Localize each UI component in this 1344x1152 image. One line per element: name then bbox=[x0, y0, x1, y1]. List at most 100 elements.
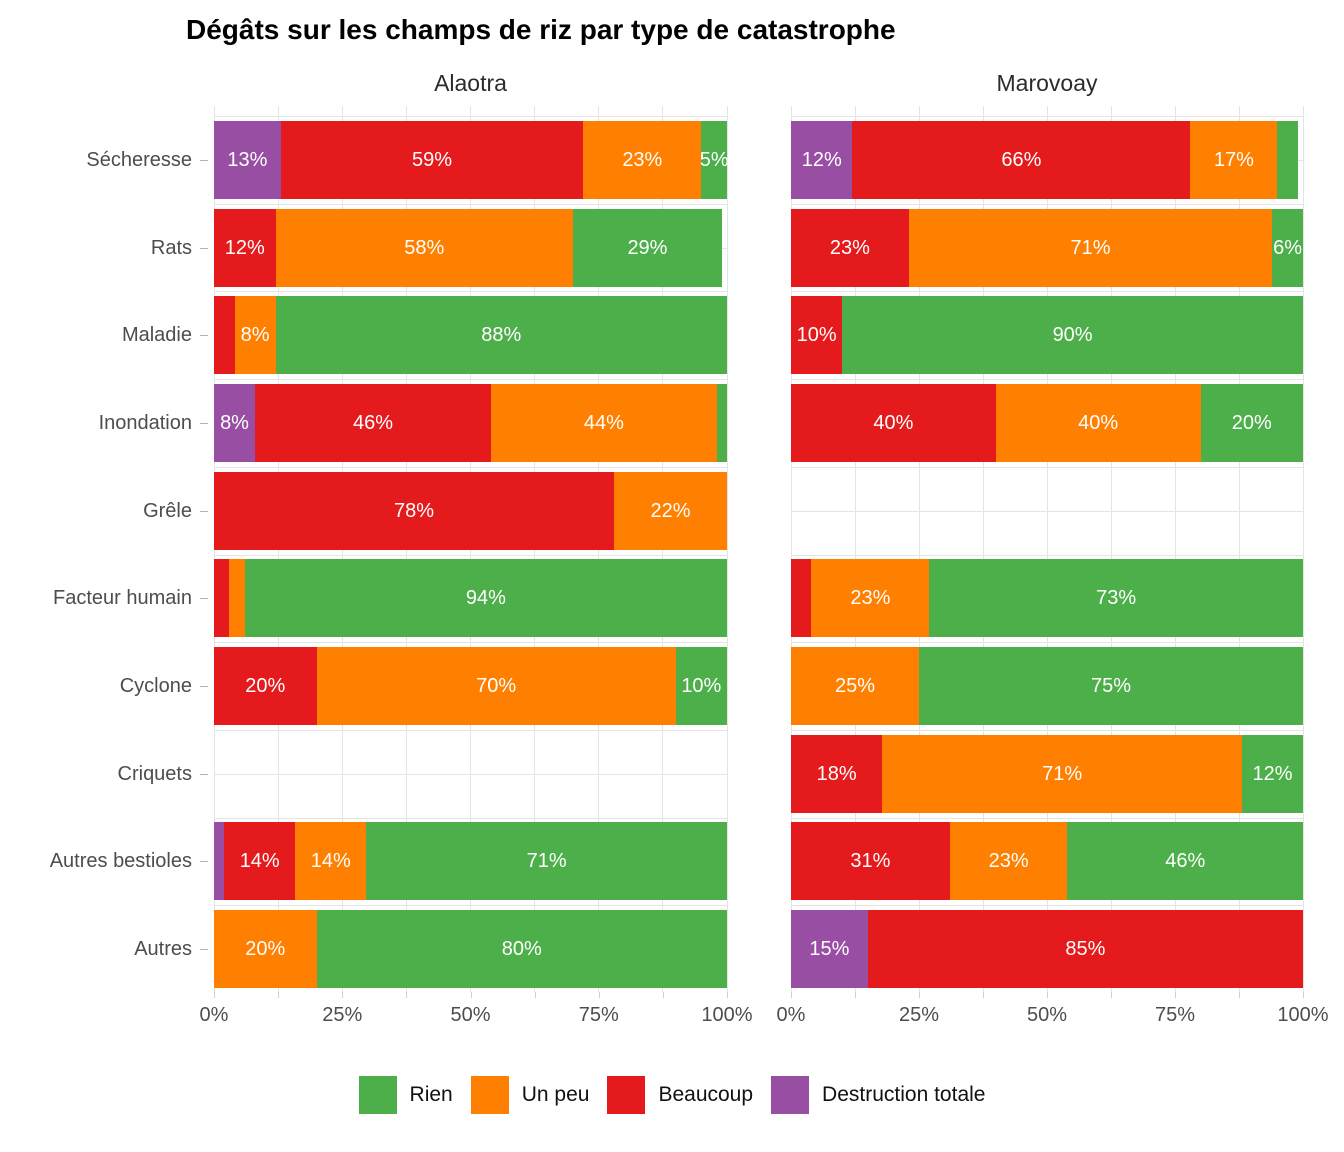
bar-segment: 29% bbox=[573, 208, 722, 287]
gridline-vertical bbox=[1302, 106, 1304, 992]
legend-swatch bbox=[607, 1076, 646, 1114]
y-axis-label: Autres bestioles bbox=[49, 850, 192, 873]
bar-row: 23% 71% 6% bbox=[791, 208, 1303, 287]
facet-title: Marovoay bbox=[996, 70, 1098, 96]
bar-segment: 12% bbox=[1242, 734, 1303, 813]
x-axis-tick bbox=[727, 992, 728, 998]
y-axis-label: Maladie bbox=[121, 324, 192, 347]
gridline-horizontal bbox=[791, 554, 1303, 556]
legend: Rien Un peu Beaucoup Destruction totale bbox=[0, 1076, 1344, 1114]
y-axis-label: Facteur humain bbox=[53, 587, 192, 610]
bar-segment-label: 23% bbox=[829, 236, 870, 259]
gridline-vertical bbox=[918, 106, 920, 992]
bar-row: 40% 40% 20% bbox=[791, 383, 1303, 462]
bar-segment: 15% bbox=[791, 910, 868, 989]
bar-segment-label: 29% bbox=[627, 236, 668, 259]
legend-item: Un peu bbox=[470, 1076, 590, 1114]
x-axis-tick bbox=[342, 992, 344, 998]
bar-segment-label: 12% bbox=[1252, 762, 1293, 785]
bar-segment: 78% bbox=[214, 471, 615, 550]
legend-swatch bbox=[358, 1076, 397, 1114]
bar-segment: 44% bbox=[491, 383, 717, 462]
bar-segment: 23% bbox=[791, 208, 909, 287]
gridline-horizontal bbox=[214, 466, 727, 468]
bar-segment-label: 15% bbox=[809, 938, 850, 961]
bar-segment-label: 80% bbox=[501, 938, 542, 961]
bar-row: 23% 73% bbox=[791, 559, 1303, 638]
legend-item: Beaucoup bbox=[607, 1076, 753, 1114]
y-axis-label: Criquets bbox=[117, 762, 192, 785]
bar-segment: 18% bbox=[791, 734, 883, 813]
bar-segment-label: 75% bbox=[1090, 675, 1132, 698]
bar-segment bbox=[1277, 120, 1298, 199]
x-axis-tick bbox=[1111, 992, 1112, 998]
bar-segment: 20% bbox=[214, 910, 317, 989]
gridline-horizontal bbox=[214, 729, 727, 731]
x-axis-label: 50% bbox=[1026, 1004, 1068, 1026]
bar-segment-label: 25% bbox=[834, 675, 876, 698]
gridline-horizontal bbox=[791, 116, 1303, 117]
bar-row: 78% 22% bbox=[214, 471, 727, 550]
bar-row: 8% 88% bbox=[214, 296, 727, 375]
legend-label: Un peu bbox=[521, 1083, 590, 1106]
bar-segment-label: 46% bbox=[353, 411, 394, 434]
bar-segment: 71% bbox=[908, 208, 1273, 287]
y-axis-tick bbox=[200, 686, 208, 688]
bar-segment: 90% bbox=[842, 296, 1303, 375]
bar-segment-label: 78% bbox=[394, 499, 435, 522]
bar-row: 12% 58% 29% bbox=[214, 208, 727, 287]
gridline-horizontal bbox=[791, 203, 1303, 205]
bar-segment-label: 10% bbox=[681, 675, 722, 698]
bar-row: 10% 90% bbox=[791, 296, 1303, 375]
x-axis-tick bbox=[1239, 992, 1240, 998]
bar-segment-label: 22% bbox=[650, 499, 691, 522]
bar-segment: 12% bbox=[214, 208, 276, 287]
gridline-vertical bbox=[790, 106, 792, 992]
bar-segment-label: 13% bbox=[227, 148, 268, 171]
x-axis-tick bbox=[855, 992, 856, 998]
bar-segment: 23% bbox=[949, 822, 1068, 901]
bar-segment-label: 5% bbox=[699, 148, 729, 171]
bar-segment-label: 66% bbox=[1001, 148, 1042, 171]
bar-row: 94% bbox=[214, 559, 727, 638]
bar-segment: 8% bbox=[234, 296, 276, 375]
bar-segment: 17% bbox=[1190, 120, 1278, 199]
bar-segment-label: 59% bbox=[412, 148, 453, 171]
bar-segment: 75% bbox=[919, 647, 1303, 726]
legend-swatch bbox=[470, 1076, 509, 1114]
chart-title: Dégâts sur les champs de riz par type de… bbox=[186, 14, 896, 45]
bar-segment-label: 8% bbox=[240, 324, 270, 347]
x-axis-tick bbox=[919, 992, 920, 998]
facet-title: Alaotra bbox=[434, 70, 507, 96]
bar-segment-label: 17% bbox=[1213, 148, 1254, 171]
y-axis-label: Sécheresse bbox=[86, 148, 192, 171]
bar-segment-label: 23% bbox=[850, 587, 891, 610]
y-axis-tick bbox=[200, 773, 208, 775]
bar-row: 13% 59% 23% 5% bbox=[214, 120, 729, 199]
rows-layer: 12% 66% 17% 23% 71% 6% 10% 90% 40% 40% 20% 23% 73% 25… bbox=[791, 116, 1303, 993]
bar-row: 20% 70% 10% bbox=[214, 647, 727, 726]
x-axis-tick bbox=[214, 992, 215, 998]
gridline-vertical bbox=[726, 106, 728, 992]
bar-segment-label: 71% bbox=[526, 850, 567, 873]
gridline-vertical bbox=[982, 106, 984, 992]
bar-segment: 94% bbox=[244, 559, 727, 638]
bar-segment: 6% bbox=[1272, 208, 1303, 287]
bar-row: 12% 66% 17% bbox=[791, 120, 1303, 199]
gridline-horizontal bbox=[791, 642, 1303, 644]
bar-segment: 88% bbox=[275, 296, 727, 375]
bar-segment-label: 85% bbox=[1065, 938, 1106, 961]
gridline-horizontal bbox=[791, 379, 1303, 381]
bar-segment-label: 94% bbox=[465, 587, 506, 610]
x-axis-tick bbox=[791, 992, 792, 998]
bar-segment: 20% bbox=[1200, 383, 1303, 462]
bar-segment-label: 20% bbox=[1231, 411, 1272, 434]
bar-row: 14% 14% 71% bbox=[214, 822, 727, 901]
bar-segment: 22% bbox=[614, 471, 727, 550]
bar-segment-label: 40% bbox=[1078, 411, 1119, 434]
legend-swatch bbox=[771, 1076, 810, 1114]
gridline-horizontal bbox=[791, 466, 1303, 468]
bar-segment: 80% bbox=[316, 910, 727, 989]
bar-segment: 10% bbox=[675, 647, 727, 726]
gridline-horizontal bbox=[214, 203, 727, 205]
